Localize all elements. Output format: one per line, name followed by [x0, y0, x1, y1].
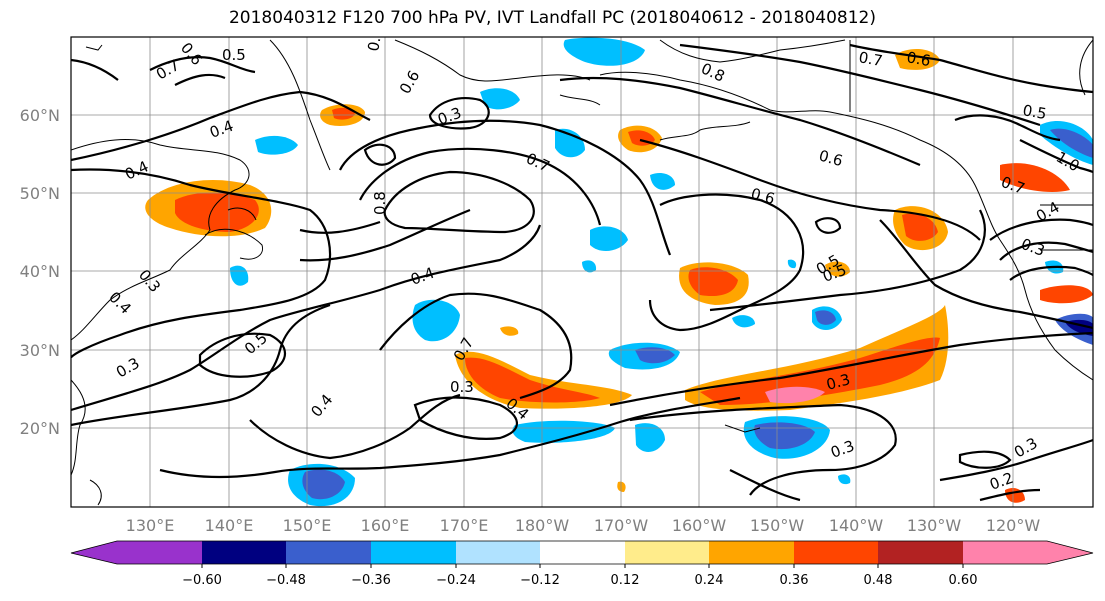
map-frame — [70, 36, 1094, 508]
colorbar-tick-label: 0.12 — [611, 573, 640, 588]
lat-label-50n: 50°N — [20, 184, 60, 203]
lon-label: 150°E — [283, 516, 332, 535]
pv-negative-region-170e — [412, 299, 460, 342]
lon-label: 170°E — [440, 516, 489, 535]
colorbar-segment — [456, 541, 540, 564]
colorbar-tick-label: −0.12 — [520, 573, 560, 588]
colorbar-segment — [963, 541, 1047, 564]
contour-label: 0.5 — [1021, 101, 1048, 123]
colorbar-low-extend — [71, 541, 117, 564]
pv-contours — [71, 43, 1093, 502]
colorbar-segment — [286, 541, 371, 564]
colorbar-tick-label: −0.24 — [436, 573, 476, 588]
lon-label: 150°W — [750, 516, 805, 535]
colorbar-segment — [794, 541, 878, 564]
colorbar-segment — [371, 541, 456, 564]
pv-negative-region-tropical — [512, 420, 615, 443]
lon-label: 140°W — [829, 516, 884, 535]
lon-label: 130°E — [126, 516, 175, 535]
contour-label: 0.5 — [222, 46, 246, 64]
longitude-labels: 130°E 140°E 150°E 160°E 170°E 180°W 170°… — [126, 516, 1041, 535]
contour-label: 0.9 — [364, 26, 386, 53]
colorbar-segment — [625, 541, 709, 564]
contour-label: 0.6 — [749, 184, 777, 208]
colorbar-outline — [70, 540, 1094, 565]
latitude-labels: 60°N 50°N 40°N 30°N 20°N — [20, 106, 60, 438]
contour-label: 0.7 — [857, 48, 884, 70]
pv-positive-region-coast — [1000, 163, 1070, 192]
coastlines — [71, 39, 1093, 507]
colorbar-tick-label: −0.36 — [351, 573, 391, 588]
lon-label: 180°W — [515, 516, 570, 535]
lon-label: 170°W — [594, 516, 649, 535]
map-title: 2018040312 F120 700 hPa PV, IVT Landfall… — [228, 8, 876, 28]
lat-label-40n: 40°N — [20, 262, 60, 281]
lon-label: 140°E — [205, 516, 254, 535]
contour-label: 0.8 — [371, 191, 389, 215]
colorbar-segment — [709, 541, 794, 564]
colorbar-high-extend — [1047, 541, 1093, 564]
colorbar-tick-label: 0.48 — [864, 573, 893, 588]
contour-label: 0.3 — [450, 378, 474, 396]
colorbar-segment — [878, 541, 963, 564]
contour-label: 0.6 — [905, 48, 932, 70]
pv-strong-region-japan — [175, 192, 259, 232]
colorbar-tick-label: 0.60 — [949, 573, 978, 588]
lat-label-60n: 60°N — [20, 106, 60, 125]
colorbar-segment — [202, 541, 286, 564]
colorbar-segment — [540, 541, 625, 564]
contour-label: 0.3 — [824, 370, 852, 394]
colorbar-tick-label: 0.24 — [695, 573, 724, 588]
colorbar: −0.60 −0.48 −0.36 −0.24 −0.12 0.12 0.24 … — [70, 540, 1094, 588]
colorbar-segment — [117, 541, 202, 564]
pv-negative-region-bering — [563, 37, 645, 66]
colorbar-tick-label: −0.48 — [266, 573, 306, 588]
lon-label: 130°W — [907, 516, 962, 535]
colorbar-tick-label: −0.60 — [182, 573, 222, 588]
lon-label: 160°E — [361, 516, 410, 535]
lon-label: 120°W — [986, 516, 1041, 535]
contour-label: 0.6 — [817, 146, 845, 170]
pv-strongest-region — [765, 386, 825, 404]
lat-label-20n: 20°N — [20, 419, 60, 438]
lon-label: 160°W — [672, 516, 727, 535]
colorbar-tick-label: 0.36 — [780, 573, 809, 588]
lat-label-30n: 30°N — [20, 341, 60, 360]
